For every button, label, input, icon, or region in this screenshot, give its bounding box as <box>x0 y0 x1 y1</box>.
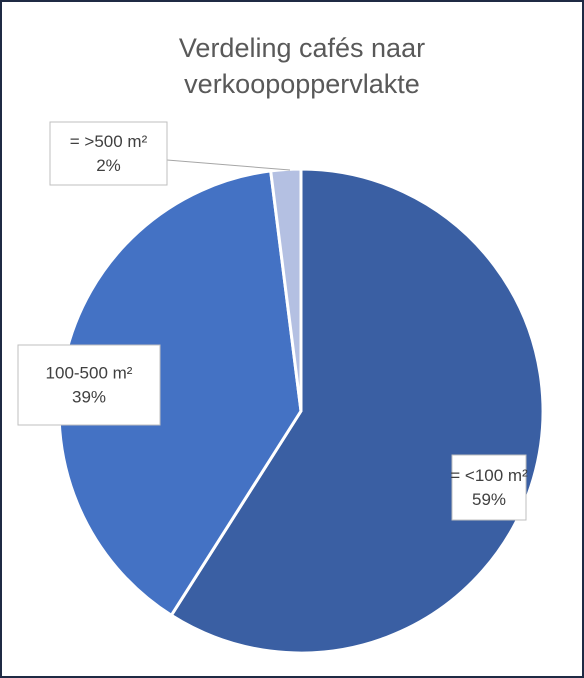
category-label: = >500 m² <box>70 132 148 151</box>
label-box <box>451 454 527 521</box>
value-label: 59% <box>472 490 506 509</box>
value-label: 39% <box>72 387 106 406</box>
label-box <box>17 344 161 426</box>
chart-title: Verdeling cafés naar verkoopoppervlakte <box>178 33 426 99</box>
value-label: 2% <box>96 156 121 175</box>
category-label: = <100 m² <box>450 466 528 485</box>
label-box <box>49 121 168 186</box>
leader-line <box>166 159 291 171</box>
pie-slice <box>169 167 545 655</box>
category-label: 100-500 m² <box>46 363 133 382</box>
